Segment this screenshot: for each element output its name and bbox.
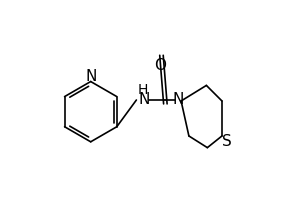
- Text: N: N: [85, 69, 96, 84]
- Text: H: H: [138, 83, 148, 97]
- Text: S: S: [222, 134, 232, 149]
- Text: N: N: [172, 92, 184, 108]
- Text: O: O: [154, 58, 166, 72]
- Text: N: N: [139, 92, 150, 108]
